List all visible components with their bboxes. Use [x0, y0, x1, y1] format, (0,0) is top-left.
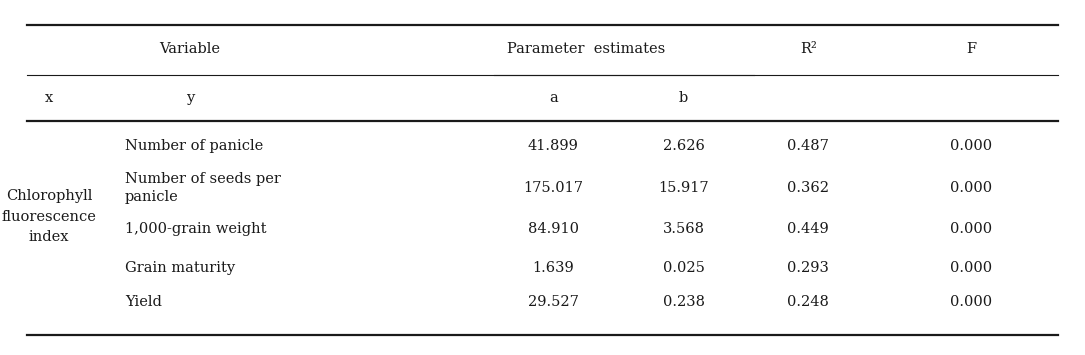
Text: 0.362: 0.362 [788, 181, 829, 195]
Text: 0.487: 0.487 [788, 138, 829, 153]
Text: 175.017: 175.017 [523, 181, 584, 195]
Text: 41.899: 41.899 [528, 138, 578, 153]
Text: y: y [186, 91, 194, 105]
Text: 0.000: 0.000 [950, 295, 992, 309]
Text: 0.000: 0.000 [950, 222, 992, 236]
Text: 0.000: 0.000 [950, 261, 992, 275]
Text: 1,000-grain weight: 1,000-grain weight [125, 222, 266, 236]
Text: F: F [966, 42, 976, 56]
Text: x: x [44, 91, 53, 105]
Text: Grain maturity: Grain maturity [125, 261, 234, 275]
Text: 84.910: 84.910 [527, 222, 579, 236]
Text: Chlorophyll
fluorescence
index: Chlorophyll fluorescence index [1, 189, 97, 244]
Text: a: a [549, 91, 558, 105]
Text: Variable: Variable [159, 42, 220, 56]
Text: b: b [679, 91, 688, 105]
Text: Yield: Yield [125, 295, 162, 309]
Text: Number of seeds per
panicle: Number of seeds per panicle [125, 172, 281, 204]
Text: 0.449: 0.449 [788, 222, 829, 236]
Text: 15.917: 15.917 [659, 181, 709, 195]
Text: 3.568: 3.568 [663, 222, 704, 236]
Text: 0.238: 0.238 [663, 295, 704, 309]
Text: 0.000: 0.000 [950, 138, 992, 153]
Text: 0.025: 0.025 [663, 261, 704, 275]
Text: 0.000: 0.000 [950, 181, 992, 195]
Text: 0.293: 0.293 [788, 261, 829, 275]
Text: Number of panicle: Number of panicle [125, 138, 263, 153]
Text: R²: R² [800, 42, 817, 56]
Text: 0.248: 0.248 [788, 295, 829, 309]
Text: 2.626: 2.626 [663, 138, 704, 153]
Text: 29.527: 29.527 [528, 295, 578, 309]
Text: Parameter  estimates: Parameter estimates [507, 42, 665, 56]
Text: 1.639: 1.639 [533, 261, 574, 275]
